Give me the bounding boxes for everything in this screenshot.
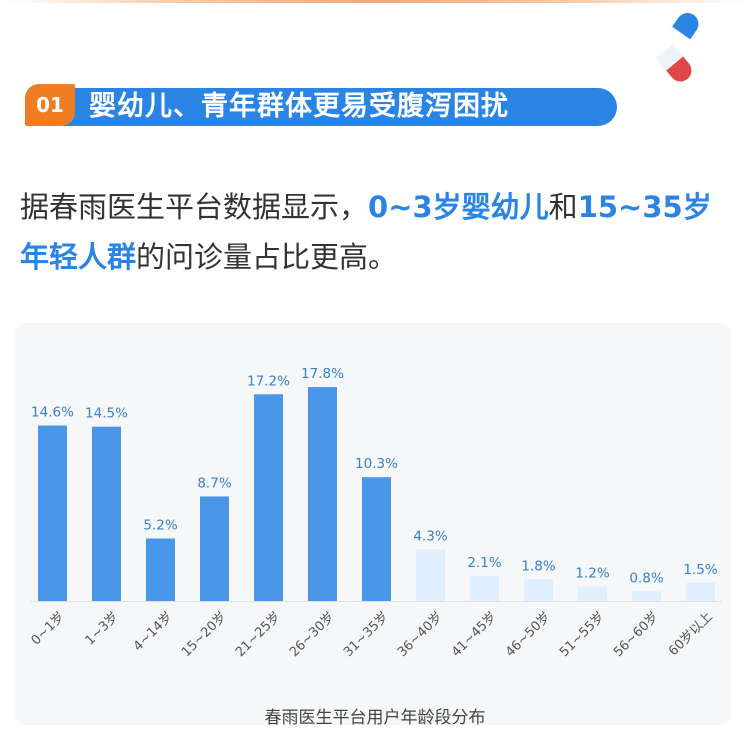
x-tick-label-2: 4~14岁 [131, 609, 176, 654]
bar-1 [92, 426, 121, 601]
summary-highlight-infants: 0~3岁婴幼儿 [368, 190, 549, 224]
bar-9 [524, 579, 553, 601]
bar-value-label-2: 5.2% [143, 517, 177, 533]
bar-value-label-8: 2.1% [467, 555, 501, 571]
bar-6 [362, 477, 391, 601]
bar-4 [254, 394, 283, 601]
section-title: 婴幼儿、青年群体更易受腹泻困扰 [89, 91, 509, 122]
section-number-badge: 01 [25, 84, 75, 126]
summary-highlight-youth: 15~35岁年轻人群 [20, 190, 712, 274]
chart-title: 春雨医生平台用户年龄段分布 [264, 708, 486, 728]
section-header: 01 婴幼儿、青年群体更易受腹泻困扰 [15, 84, 617, 130]
x-tick-label-6: 31~35岁 [341, 609, 392, 660]
summary-text-2: 和 [548, 190, 578, 224]
x-tick-label-12: 60岁以上 [666, 609, 716, 659]
bar-value-label-0: 14.6% [31, 405, 74, 421]
bar-10 [578, 586, 607, 601]
bar-5 [308, 387, 337, 601]
bar-2 [146, 538, 175, 601]
x-tick-label-8: 41~45岁 [449, 609, 500, 660]
x-tick-label-3: 15~20岁 [179, 609, 230, 660]
bar-value-label-4: 17.2% [247, 373, 290, 389]
section-title-bar [63, 88, 617, 126]
summary-text-1: 据春雨医生平台数据显示， [20, 190, 369, 224]
capsule-icon [655, 12, 699, 82]
bar-0 [38, 425, 67, 601]
x-tick-label-4: 21~25岁 [233, 609, 284, 660]
bar-value-label-9: 1.8% [521, 558, 555, 574]
x-tick-label-0: 0~1岁 [29, 609, 68, 648]
bar-value-label-1: 14.5% [85, 406, 128, 422]
x-tick-label-11: 56~60岁 [611, 609, 662, 660]
summary-text-3: 的问诊量占比更高。 [136, 240, 398, 274]
bar-value-label-3: 8.7% [197, 475, 231, 491]
x-tick-label-7: 36~40岁 [395, 609, 446, 660]
summary-paragraph: 据春雨医生平台数据显示，0~3岁婴幼儿和15~35岁年轻人群的问诊量占比更高。 [20, 182, 735, 282]
bar-value-label-11: 0.8% [629, 570, 663, 586]
bar-value-label-5: 17.8% [301, 366, 344, 382]
x-tick-label-9: 46~50岁 [503, 609, 554, 660]
bar-8 [470, 575, 499, 601]
x-tick-label-10: 51~55岁 [557, 609, 608, 660]
bar-12 [686, 582, 715, 601]
bar-value-label-10: 1.2% [575, 566, 609, 582]
top-accent-line [0, 0, 750, 3]
bar-value-label-7: 4.3% [413, 528, 447, 544]
x-tick-label-1: 1~3岁 [83, 609, 122, 648]
bar-3 [200, 496, 229, 601]
bar-value-label-12: 1.5% [683, 562, 717, 578]
x-tick-label-5: 26~30岁 [287, 609, 338, 660]
bar-value-label-6: 10.3% [355, 456, 398, 472]
bar-7 [416, 549, 445, 601]
bar-11 [632, 591, 661, 601]
